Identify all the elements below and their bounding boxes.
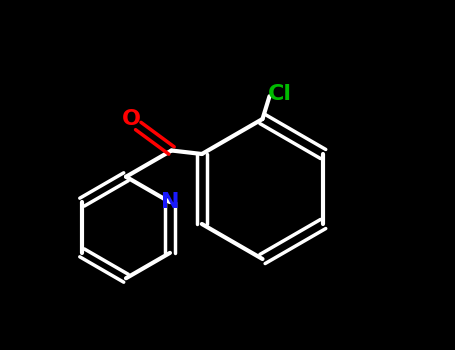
Text: Cl: Cl — [268, 84, 292, 105]
Text: O: O — [122, 109, 141, 129]
Text: N: N — [161, 192, 179, 212]
